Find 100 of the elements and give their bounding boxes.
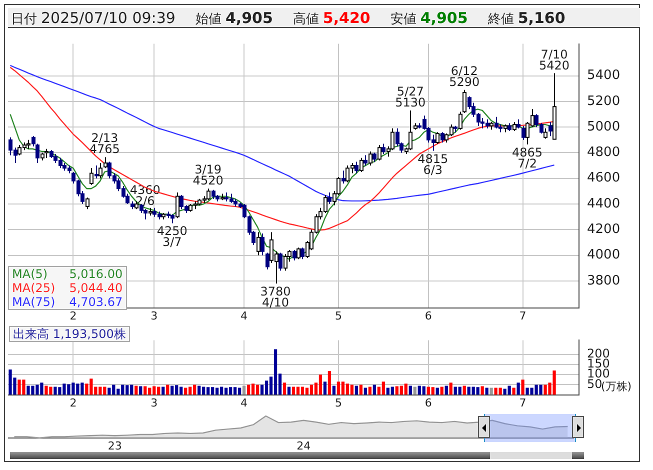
bar (408, 386, 412, 395)
text: 高値 5,420 (292, 8, 370, 26)
bar (256, 384, 260, 395)
bar (431, 387, 434, 395)
annotation: 4865 7/2 (512, 145, 543, 170)
text: MA(5) (12, 267, 48, 281)
bar (134, 386, 138, 395)
x-tick-label: 5 (334, 396, 342, 410)
x-tick-label: 6 (424, 396, 432, 410)
annotation: 5/27 5130 (395, 84, 426, 110)
bar (444, 386, 448, 395)
chart-title: 出来高 1,193,500株 (9, 326, 130, 342)
annotation: 5,016.00 (69, 267, 123, 281)
bar (354, 386, 358, 395)
bar (282, 382, 286, 395)
bar (516, 382, 520, 395)
bar (462, 386, 466, 395)
bar (436, 388, 439, 395)
annotation: 5,044.40 (69, 281, 123, 295)
y-axis-title: (万株) (601, 380, 632, 394)
bar (480, 386, 484, 395)
text: 安値 4,905 (390, 8, 468, 26)
x-tick-label: 6 (424, 309, 432, 322)
bar (292, 386, 296, 395)
bar (422, 386, 426, 395)
text: 日付 2025/07/10 09:39 (11, 8, 176, 26)
bar (310, 384, 314, 395)
x-tick-label: 2 (70, 396, 77, 410)
annotation: 4815 6/3 (418, 152, 448, 177)
x-tick-label: 4 (240, 396, 248, 410)
bar (246, 384, 250, 395)
text: MA(75) (12, 295, 56, 309)
bar (264, 380, 268, 395)
bar (440, 386, 444, 395)
bar (364, 388, 368, 395)
bar (251, 384, 255, 395)
bar (139, 386, 142, 395)
annotation: 6/12 5290 (449, 64, 480, 89)
y-tick-label: 3800 (587, 273, 620, 288)
bar (458, 386, 462, 395)
x-tick-label: 24 (296, 439, 311, 452)
bar (323, 382, 327, 395)
annotation: 7/10 5420 (539, 47, 570, 72)
annotation: 4250 3/7 (156, 224, 188, 250)
bar (198, 386, 201, 395)
x-tick-label: 7 (519, 309, 526, 322)
bar (341, 382, 345, 395)
bar (300, 386, 304, 395)
bar (382, 382, 385, 395)
bar (404, 384, 408, 395)
bar (274, 349, 278, 395)
y-tick-label: 4400 (587, 196, 620, 212)
bar (224, 388, 228, 395)
x-tick-label: 3 (150, 396, 158, 410)
bar (318, 374, 322, 395)
text: 始値 4,905 (195, 8, 273, 26)
bar (228, 387, 232, 395)
y-tick-label: 4800 (587, 145, 620, 160)
x-tick-label: 7 (519, 396, 526, 410)
y-tick-label: 5200 (587, 94, 620, 109)
bar (359, 384, 363, 395)
y-tick-label: 50 (587, 376, 602, 391)
bar (476, 387, 480, 395)
bar (390, 386, 394, 395)
bar (296, 386, 300, 395)
bar (336, 382, 340, 395)
bar (328, 370, 332, 395)
text: MA(25) (12, 281, 56, 295)
bar (413, 386, 416, 395)
bar (449, 382, 452, 395)
bar (166, 384, 170, 395)
annotation: 4,703.67 (69, 295, 123, 309)
bar (238, 388, 242, 395)
y-tick-label: 4600 (587, 170, 620, 186)
bar (346, 384, 350, 395)
x-tick-label: 5 (334, 309, 342, 322)
bar (210, 387, 214, 395)
bar (332, 386, 336, 395)
bar (233, 387, 237, 395)
bar (490, 388, 493, 395)
bar (144, 386, 147, 395)
bar (184, 388, 188, 395)
bar (368, 386, 372, 395)
bar (372, 384, 376, 395)
bar (242, 386, 246, 395)
bar (305, 388, 309, 395)
x-tick-label: 23 (108, 439, 122, 452)
text: 終値 5,160 (488, 8, 566, 26)
bar (350, 384, 354, 395)
y-tick-label: 4200 (587, 222, 620, 237)
bar (512, 388, 516, 395)
bar (170, 386, 174, 395)
y-tick-label: 4000 (587, 248, 620, 263)
bar (162, 386, 165, 395)
x-tick-label: 4 (240, 309, 248, 322)
annotation: 2/13 4765 (89, 131, 120, 156)
bar (485, 388, 488, 395)
bar (521, 380, 524, 395)
x-tick-label: 3 (150, 309, 158, 322)
x-tick-label: 2 (70, 309, 77, 322)
